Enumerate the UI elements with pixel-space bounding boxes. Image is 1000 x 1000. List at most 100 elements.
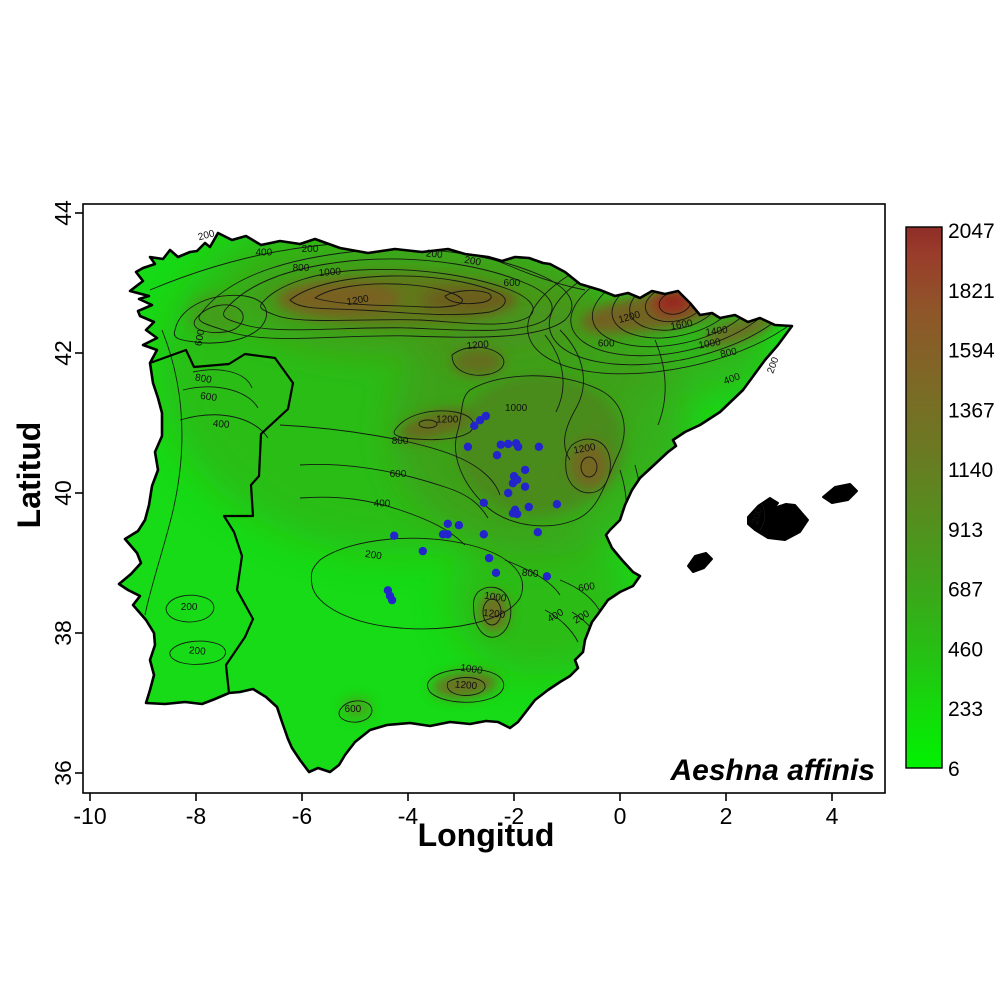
contour-value-label: 600	[390, 469, 407, 480]
plot-frame	[82, 203, 886, 794]
island-ibiza	[687, 552, 713, 573]
x-axis-ticks: -10 -8 -6 -4 -2 0 2 4	[73, 793, 839, 829]
contour-value-label: 200	[302, 244, 319, 255]
occurrence-point	[481, 411, 491, 421]
contour-value-label: 800	[293, 263, 310, 274]
occurrence-point	[479, 530, 488, 539]
occurrence-point	[552, 500, 562, 509]
mallorca-contour	[759, 503, 766, 531]
occurrence-point	[443, 530, 452, 539]
occurrence-point	[390, 531, 399, 540]
occurrence-point	[533, 528, 542, 537]
occurrence-point	[496, 440, 505, 449]
contour-value-label: 200	[188, 645, 206, 657]
occurrence-point	[484, 553, 494, 563]
map-terrain	[119, 233, 792, 772]
contour-value-label: 400	[255, 248, 272, 259]
contour-value-label: 1200	[483, 608, 507, 621]
colorbar-tick-label: 1594	[948, 340, 995, 363]
contour-value-label: 1000	[698, 337, 722, 352]
contour-value-label: 1600	[670, 318, 694, 333]
contour-value-label: 200	[463, 255, 482, 269]
colorbar-tick-label: 233	[948, 698, 983, 721]
contour-value-label: 200	[425, 248, 443, 260]
colorbar-tick-label: 1140	[948, 459, 993, 482]
contour-value-label: 800	[521, 568, 539, 580]
x-tick-label: 4	[826, 803, 839, 829]
y-tick-label: 42	[50, 340, 76, 366]
x-tick-label: 0	[614, 803, 627, 829]
occurrence-point	[387, 595, 397, 605]
occurrence-point	[479, 498, 488, 507]
contour-value-label: 600	[578, 581, 597, 595]
y-axis-ticks: 44 42 40 38 36	[50, 200, 83, 786]
occurrence-point	[508, 479, 518, 488]
contour-value-label: 600	[200, 391, 218, 404]
occurrence-point	[492, 451, 502, 460]
y-tick-label: 44	[50, 200, 76, 226]
island-menorca	[822, 483, 858, 504]
contour-value-label: 800	[194, 372, 213, 386]
contour-value-label: 1000	[318, 266, 342, 279]
iberia-coastline	[117, 231, 794, 774]
contour-value-label: 600	[504, 278, 521, 289]
contour-value-label: 800	[719, 346, 738, 360]
balearic-islands	[687, 483, 858, 573]
x-tick-label: -6	[292, 803, 312, 829]
occurrence-point	[418, 546, 427, 556]
occurrence-point	[463, 442, 473, 451]
colorbar-tick-label: 460	[948, 638, 983, 661]
contour-value-label: 1200	[346, 293, 370, 308]
x-tick-label: -10	[73, 803, 106, 829]
occurrence-point	[475, 416, 485, 425]
contour-value-label: 1000	[460, 663, 484, 677]
occurrence-point	[443, 519, 452, 528]
contour-value-label: 1200	[573, 442, 597, 457]
contour-value-label: 1400	[705, 325, 729, 339]
occurrence-point	[520, 482, 530, 491]
x-tick-label: 2	[720, 803, 733, 829]
contour-value-label: 400	[212, 419, 230, 431]
occurrence-point	[504, 488, 513, 498]
y-tick-label: 38	[50, 620, 76, 646]
occurrence-point	[454, 521, 464, 530]
colorbar-labels: 2047 1821 1594 1367 1140 913 687 460 233 6	[948, 220, 995, 781]
colorbar-tick-label: 6	[948, 758, 960, 781]
contour-value-label: 400	[374, 498, 391, 509]
occurrence-point	[470, 421, 479, 430]
colorbar-tick-label: 687	[948, 579, 983, 602]
occurrence-point	[542, 572, 552, 581]
contour-value-label: 1200	[466, 339, 490, 352]
occurrence-points	[383, 411, 562, 605]
contour-value-label: 200	[197, 228, 216, 243]
occurrence-point	[520, 465, 530, 475]
portugal-spain-border	[149, 348, 295, 694]
contour-value-label: 600	[598, 339, 615, 350]
occurrence-point	[524, 502, 533, 512]
contour-value-label: 200	[364, 549, 382, 562]
colorbar-tick-label: 1367	[948, 399, 995, 422]
contour-value-label: 400	[722, 371, 742, 387]
y-axis-title: Latitud	[11, 422, 47, 529]
colorbar-tick-label: 2047	[948, 220, 995, 243]
x-axis-title: Longitud	[418, 817, 555, 853]
contour-value-label: 600	[345, 704, 362, 715]
contour-value-label: 1000	[505, 403, 528, 414]
x-tick-label: -4	[398, 803, 419, 829]
contour-value-label: 1200	[436, 414, 459, 425]
occurrence-point	[534, 442, 544, 451]
occurrence-point	[513, 509, 522, 519]
occurrence-point	[514, 442, 523, 451]
contour-value-label: 800	[392, 436, 409, 447]
contour-value-label: 1000	[483, 591, 507, 605]
contour-value-label: 200	[765, 355, 781, 375]
contour-value-label: 600	[194, 328, 208, 347]
colorbar-tick-label: 1821	[948, 280, 995, 303]
contour-value-label: 200	[181, 602, 198, 613]
colorbar-tick-label: 913	[948, 519, 983, 542]
occurrence-point	[491, 568, 501, 577]
x-tick-label: -8	[186, 803, 206, 829]
contour-value-label: 1200	[454, 679, 478, 692]
species-label: Aeshna affinis	[669, 754, 875, 787]
